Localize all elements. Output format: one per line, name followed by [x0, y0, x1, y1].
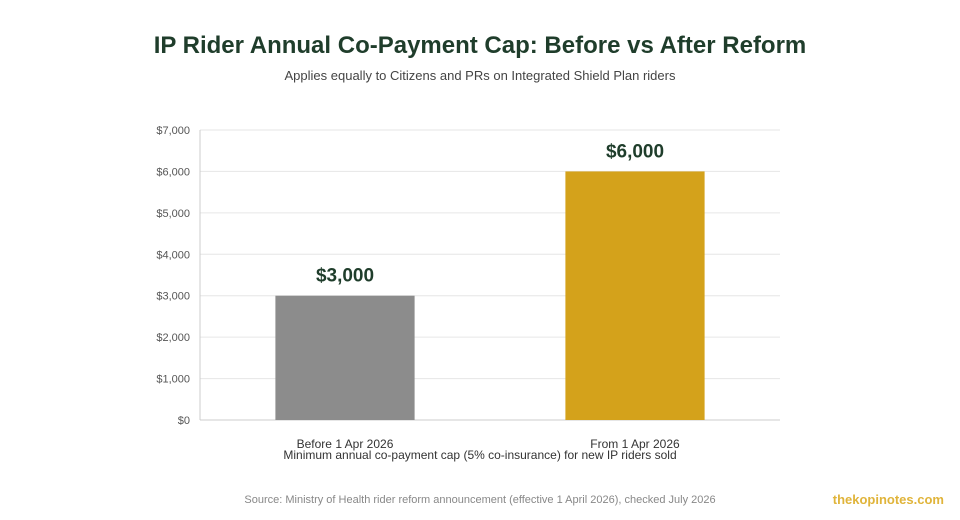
y-tick-label: $0	[178, 415, 190, 427]
y-tick-label: $3,000	[156, 291, 190, 303]
brand-watermark: thekopinotes.com	[832, 492, 944, 507]
y-tick-label: $4,000	[156, 249, 190, 261]
y-tick-label: $7,000	[156, 125, 190, 137]
y-tick-label: $5,000	[156, 208, 190, 220]
y-tick-label: $1,000	[156, 374, 190, 386]
chart-title: IP Rider Annual Co-Payment Cap: Before v…	[153, 32, 807, 59]
data-label: $6,000	[606, 141, 664, 162]
y-tick-label: $6,000	[156, 166, 190, 178]
bar	[565, 171, 705, 420]
y-tick-label: $2,000	[156, 332, 190, 344]
bar	[275, 295, 415, 420]
x-axis-label: Minimum annual co-payment cap (5% co-ins…	[283, 448, 677, 462]
source-note: Source: Ministry of Health rider reform …	[244, 494, 716, 506]
data-label: $3,000	[316, 266, 374, 287]
x-tick-label: From 1 Apr 2026	[590, 437, 680, 451]
x-tick-label: Before 1 Apr 2026	[297, 437, 394, 451]
chart-subtitle: Applies equally to Citizens and PRs on I…	[284, 68, 676, 83]
